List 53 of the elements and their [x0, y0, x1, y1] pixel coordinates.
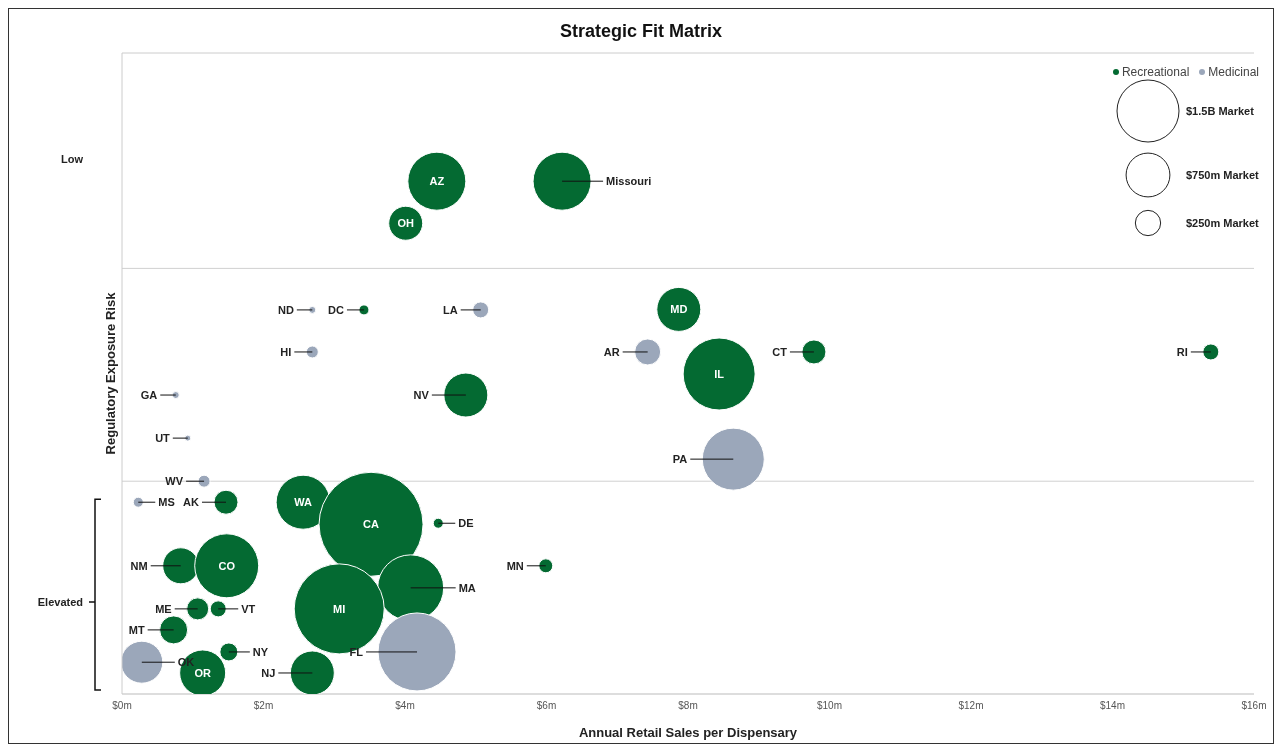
x-tick-label: $2m — [253, 700, 274, 712]
annotation: Missouri — [606, 175, 652, 188]
x-tick-label: $10m — [816, 700, 843, 712]
x-tick-label: $16m — [1241, 700, 1267, 712]
annotation: LA — [443, 303, 458, 316]
y-axis-title: Regulatory Exposure Risk — [103, 291, 118, 455]
legend-label: $250m Market — [1186, 217, 1260, 229]
annotation: ME — [155, 602, 172, 615]
annotation: WA — [294, 496, 313, 509]
annotation: ND — [277, 303, 294, 316]
annotation: NM — [130, 559, 148, 572]
annotation: NV — [413, 389, 430, 402]
annotation: OH — [397, 217, 415, 230]
annotation: WV — [165, 475, 184, 488]
annotation: AZ — [429, 175, 445, 188]
text: Low — [61, 153, 84, 165]
annotation: FL — [349, 645, 364, 658]
annotation: DE — [458, 517, 474, 530]
x-tick-label: $6m — [536, 700, 557, 712]
x-axis-title: Annual Retail Sales per Dispensary — [578, 725, 798, 740]
annotation: MD — [670, 303, 688, 316]
text: Elevated — [37, 596, 83, 608]
annotation: GA — [140, 389, 158, 402]
annotation: CO — [218, 559, 236, 572]
legend-label: Medicinal — [1207, 65, 1259, 79]
annotation: MS — [158, 496, 175, 509]
annotation: UT — [155, 432, 171, 445]
x-tick-label: $4m — [395, 700, 415, 712]
legend-label: $750m Market — [1186, 169, 1260, 181]
annotation: IL — [714, 368, 725, 381]
legend-label: $1.5B Market — [1186, 105, 1255, 117]
x-tick-label: $14m — [1099, 700, 1126, 712]
x-tick-label: $0m — [112, 700, 132, 712]
annotation: MA — [458, 581, 476, 594]
annotation: PA — [672, 453, 688, 466]
annotation: VT — [241, 602, 256, 615]
annotation: MT — [128, 623, 145, 636]
annotation: MI — [333, 602, 346, 615]
x-tick-label: $8m — [678, 700, 698, 712]
annotation: CA — [363, 518, 380, 531]
annotation: RI — [1176, 345, 1188, 358]
annotation: MN — [506, 559, 524, 572]
legend-label: Recreational — [1120, 65, 1190, 79]
annotation: AK — [183, 496, 200, 509]
annotation: NJ — [261, 666, 276, 679]
annotation: CT — [772, 345, 788, 358]
annotation: NY — [252, 645, 269, 658]
x-tick-label: $12m — [958, 700, 984, 712]
annotation: OR — [194, 666, 211, 679]
annotation: AR — [603, 345, 620, 358]
chart-title: Strategic Fit Matrix — [558, 21, 723, 42]
annotation: HI — [280, 345, 292, 358]
annotation: DC — [328, 303, 345, 316]
